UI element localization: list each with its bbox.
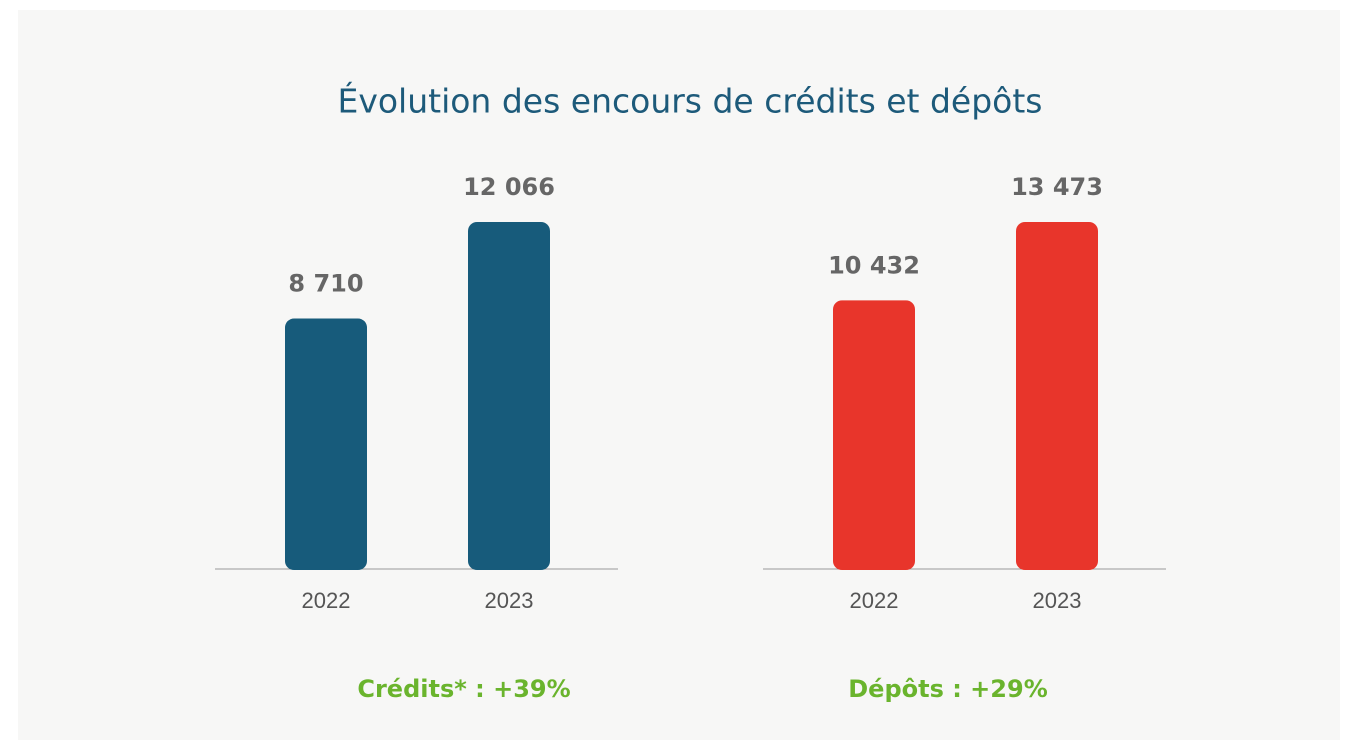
bar <box>1016 222 1098 570</box>
value-label: 12 066 <box>463 173 555 201</box>
value-label: 13 473 <box>1011 173 1103 201</box>
annotation: Dépôts : +29% <box>848 675 1048 703</box>
bar <box>833 300 915 570</box>
bar <box>468 222 550 570</box>
x-tick-label: 2023 <box>485 588 534 613</box>
panel <box>18 10 1340 740</box>
x-tick-label: 2022 <box>850 588 899 613</box>
value-label: 8 710 <box>288 270 363 298</box>
annotation: Crédits* : +39% <box>357 675 570 703</box>
x-tick-label: 2022 <box>302 588 351 613</box>
title: Évolution des encours de crédits et dépô… <box>337 81 1042 121</box>
value-label: 10 432 <box>828 251 920 279</box>
x-tick-label: 2023 <box>1033 588 1082 613</box>
bar <box>285 318 367 570</box>
